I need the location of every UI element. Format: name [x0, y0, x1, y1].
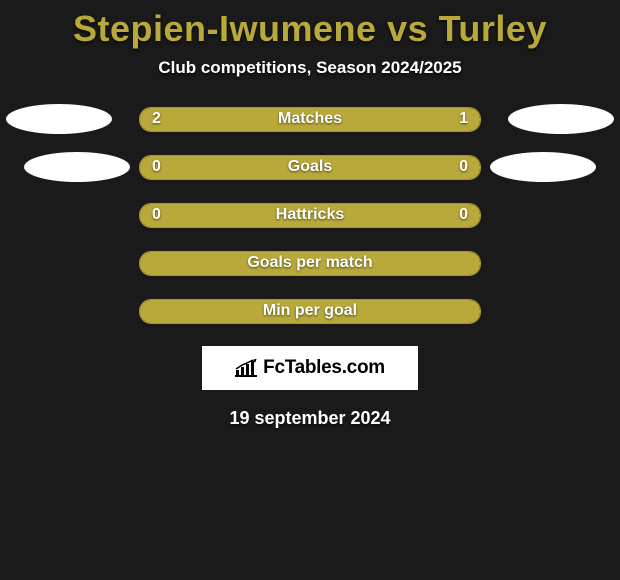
date-text: 19 september 2024 — [0, 408, 620, 429]
player-right-ellipse — [490, 152, 596, 182]
stat-bar: 0 Hattricks 0 — [139, 203, 481, 228]
stat-label: Goals per match — [247, 254, 372, 272]
stat-value-left: 2 — [152, 110, 161, 128]
stats-area: 2 Matches 1 0 Goals 0 0 Hattricks 0 Goals per mat… — [0, 106, 620, 324]
stat-bar: Goals per match — [139, 251, 481, 276]
stat-value-right: 0 — [459, 158, 468, 176]
stat-row: 2 Matches 1 — [0, 106, 620, 132]
stat-label: Hattricks — [276, 206, 344, 224]
stat-bar: 0 Goals 0 — [139, 155, 481, 180]
branding-logo: FcTables.com — [202, 346, 418, 390]
stat-value-right: 0 — [459, 206, 468, 224]
chart-icon — [235, 359, 257, 377]
stat-value-left: 0 — [152, 206, 161, 224]
stat-label: Min per goal — [263, 302, 357, 320]
stat-bar: Min per goal — [139, 299, 481, 324]
player-right-ellipse — [508, 104, 614, 134]
page-title: Stepien-Iwumene vs Turley — [0, 8, 620, 50]
stat-row: 0 Goals 0 — [0, 154, 620, 180]
player-left-ellipse — [24, 152, 130, 182]
stat-bar: 2 Matches 1 — [139, 107, 481, 132]
stat-row: 0 Hattricks 0 — [0, 202, 620, 228]
branding-text: FcTables.com — [263, 357, 385, 379]
stat-value-right: 1 — [459, 110, 468, 128]
stat-label: Goals — [288, 158, 332, 176]
page-subtitle: Club competitions, Season 2024/2025 — [0, 58, 620, 78]
stat-row: Min per goal — [0, 298, 620, 324]
stat-row: Goals per match — [0, 250, 620, 276]
player-left-ellipse — [6, 104, 112, 134]
stat-label: Matches — [278, 110, 342, 128]
comparison-card: Stepien-Iwumene vs Turley Club competiti… — [0, 0, 620, 429]
stat-value-left: 0 — [152, 158, 161, 176]
